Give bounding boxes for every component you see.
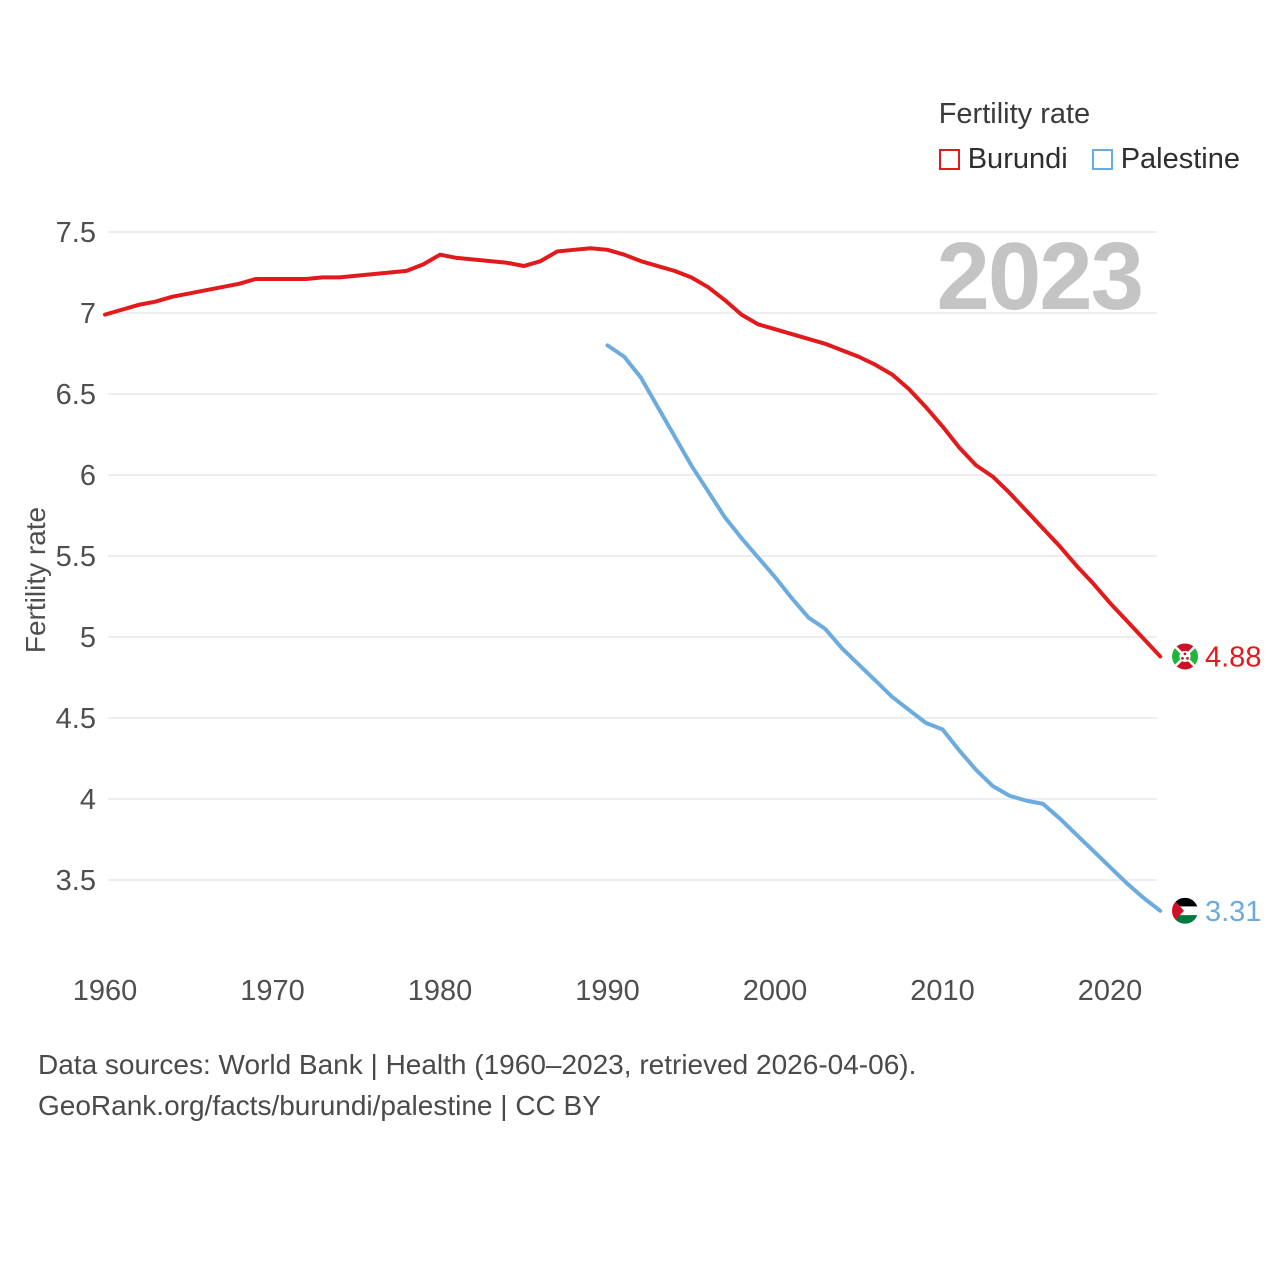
palestine-swatch-icon <box>1091 149 1113 170</box>
legend-item-palestine[interactable]: Palestine <box>1091 143 1240 176</box>
x-tick-label: 1990 <box>575 975 640 1007</box>
legend-item-burundi[interactable]: Burundi <box>938 143 1068 176</box>
legend-label-burundi: Burundi <box>967 143 1068 175</box>
y-tick-label: 5 <box>80 622 96 654</box>
x-tick-label: 2010 <box>910 975 975 1007</box>
burundi-flag-icon <box>1172 643 1198 670</box>
x-tick-label: 1980 <box>408 975 473 1007</box>
footer-data-sources: Data sources: World Bank | Health (1960–… <box>38 1049 917 1080</box>
end-value-label-burundi: 4.88 <box>1205 641 1261 673</box>
legend: Fertility rate Burundi Palestine <box>938 98 1240 176</box>
x-tick-label: 1960 <box>73 975 138 1007</box>
y-tick-label: 4 <box>80 784 96 816</box>
y-axis-title: Fertility rate <box>20 507 51 653</box>
legend-label-palestine: Palestine <box>1120 143 1240 175</box>
y-tick-label: 5.5 <box>56 541 96 573</box>
x-tick-label: 2020 <box>1078 975 1143 1007</box>
y-tick-label: 3.5 <box>56 865 96 897</box>
series-line-burundi[interactable] <box>103 246 1163 659</box>
footer-attribution: GeoRank.org/facts/burundi/palestine | CC… <box>38 1090 601 1121</box>
y-tick-label: 6 <box>80 460 96 492</box>
year-watermark: 2023 <box>936 223 1144 330</box>
end-value-label-palestine: 3.31 <box>1205 896 1261 928</box>
y-tick-label: 4.5 <box>56 703 96 735</box>
x-tick-label: 2000 <box>743 975 808 1007</box>
burundi-swatch-icon <box>938 149 960 170</box>
legend-title: Fertility rate <box>938 98 1091 130</box>
x-tick-label: 1970 <box>240 975 305 1007</box>
legend-items: Burundi Palestine <box>938 143 1240 176</box>
y-tick-label: 7 <box>80 298 96 330</box>
y-tick-label: 6.5 <box>56 379 96 411</box>
series-line-palestine[interactable] <box>605 343 1163 913</box>
footer: Data sources: World Bank | Health (1960–… <box>38 1044 916 1126</box>
palestine-flag-icon <box>1172 897 1198 924</box>
y-tick-label: 7.5 <box>56 217 96 249</box>
